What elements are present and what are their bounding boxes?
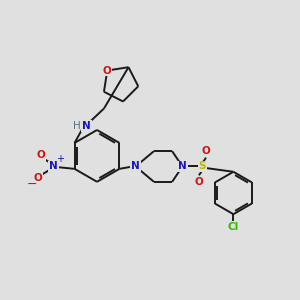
Text: O: O bbox=[37, 150, 45, 160]
Text: N: N bbox=[131, 161, 140, 172]
Text: −: − bbox=[27, 178, 38, 191]
Text: O: O bbox=[34, 173, 42, 183]
Text: Cl: Cl bbox=[228, 222, 239, 232]
Text: O: O bbox=[195, 177, 203, 187]
Text: S: S bbox=[199, 161, 206, 172]
Text: O: O bbox=[202, 146, 210, 156]
Text: H: H bbox=[73, 121, 80, 131]
Text: N: N bbox=[49, 161, 58, 172]
Text: O: O bbox=[103, 65, 112, 76]
Text: N: N bbox=[82, 121, 91, 131]
Text: N: N bbox=[178, 161, 187, 172]
Text: +: + bbox=[56, 154, 64, 164]
